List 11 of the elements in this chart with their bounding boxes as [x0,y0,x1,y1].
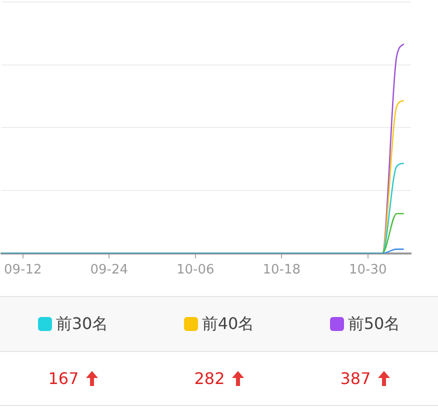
x-tick-label: 10-06 [176,262,214,278]
data-label: 167 [48,369,79,388]
data-label: 387 [340,369,371,388]
category-label: 前40名 [202,314,254,334]
category-label: 前30名 [56,314,108,334]
x-tick-label: 10-18 [262,262,301,278]
category-label: 前50名 [348,314,400,334]
x-tick-label: 10-30 [348,262,387,278]
x-tick-label: 09-12 [4,262,42,278]
data-label: 282 [194,369,225,388]
x-tick-label: 09-24 [90,262,128,278]
